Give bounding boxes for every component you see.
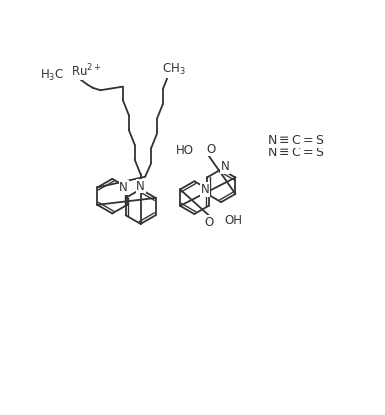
Text: N$\equiv$C$=$S: N$\equiv$C$=$S — [267, 146, 325, 159]
Text: N$\equiv$C$=$S: N$\equiv$C$=$S — [267, 134, 325, 147]
Text: O: O — [204, 216, 214, 229]
Text: N: N — [220, 161, 229, 173]
Text: HO: HO — [176, 144, 194, 157]
Text: Ru$^{2+}$: Ru$^{2+}$ — [71, 63, 102, 79]
Text: N: N — [201, 183, 209, 196]
Text: CH$_3$: CH$_3$ — [162, 62, 185, 78]
Text: OH: OH — [224, 214, 242, 227]
Text: O: O — [207, 142, 216, 156]
Text: N: N — [119, 181, 128, 194]
Text: H$_3$C: H$_3$C — [40, 68, 65, 83]
Text: N: N — [136, 180, 145, 193]
